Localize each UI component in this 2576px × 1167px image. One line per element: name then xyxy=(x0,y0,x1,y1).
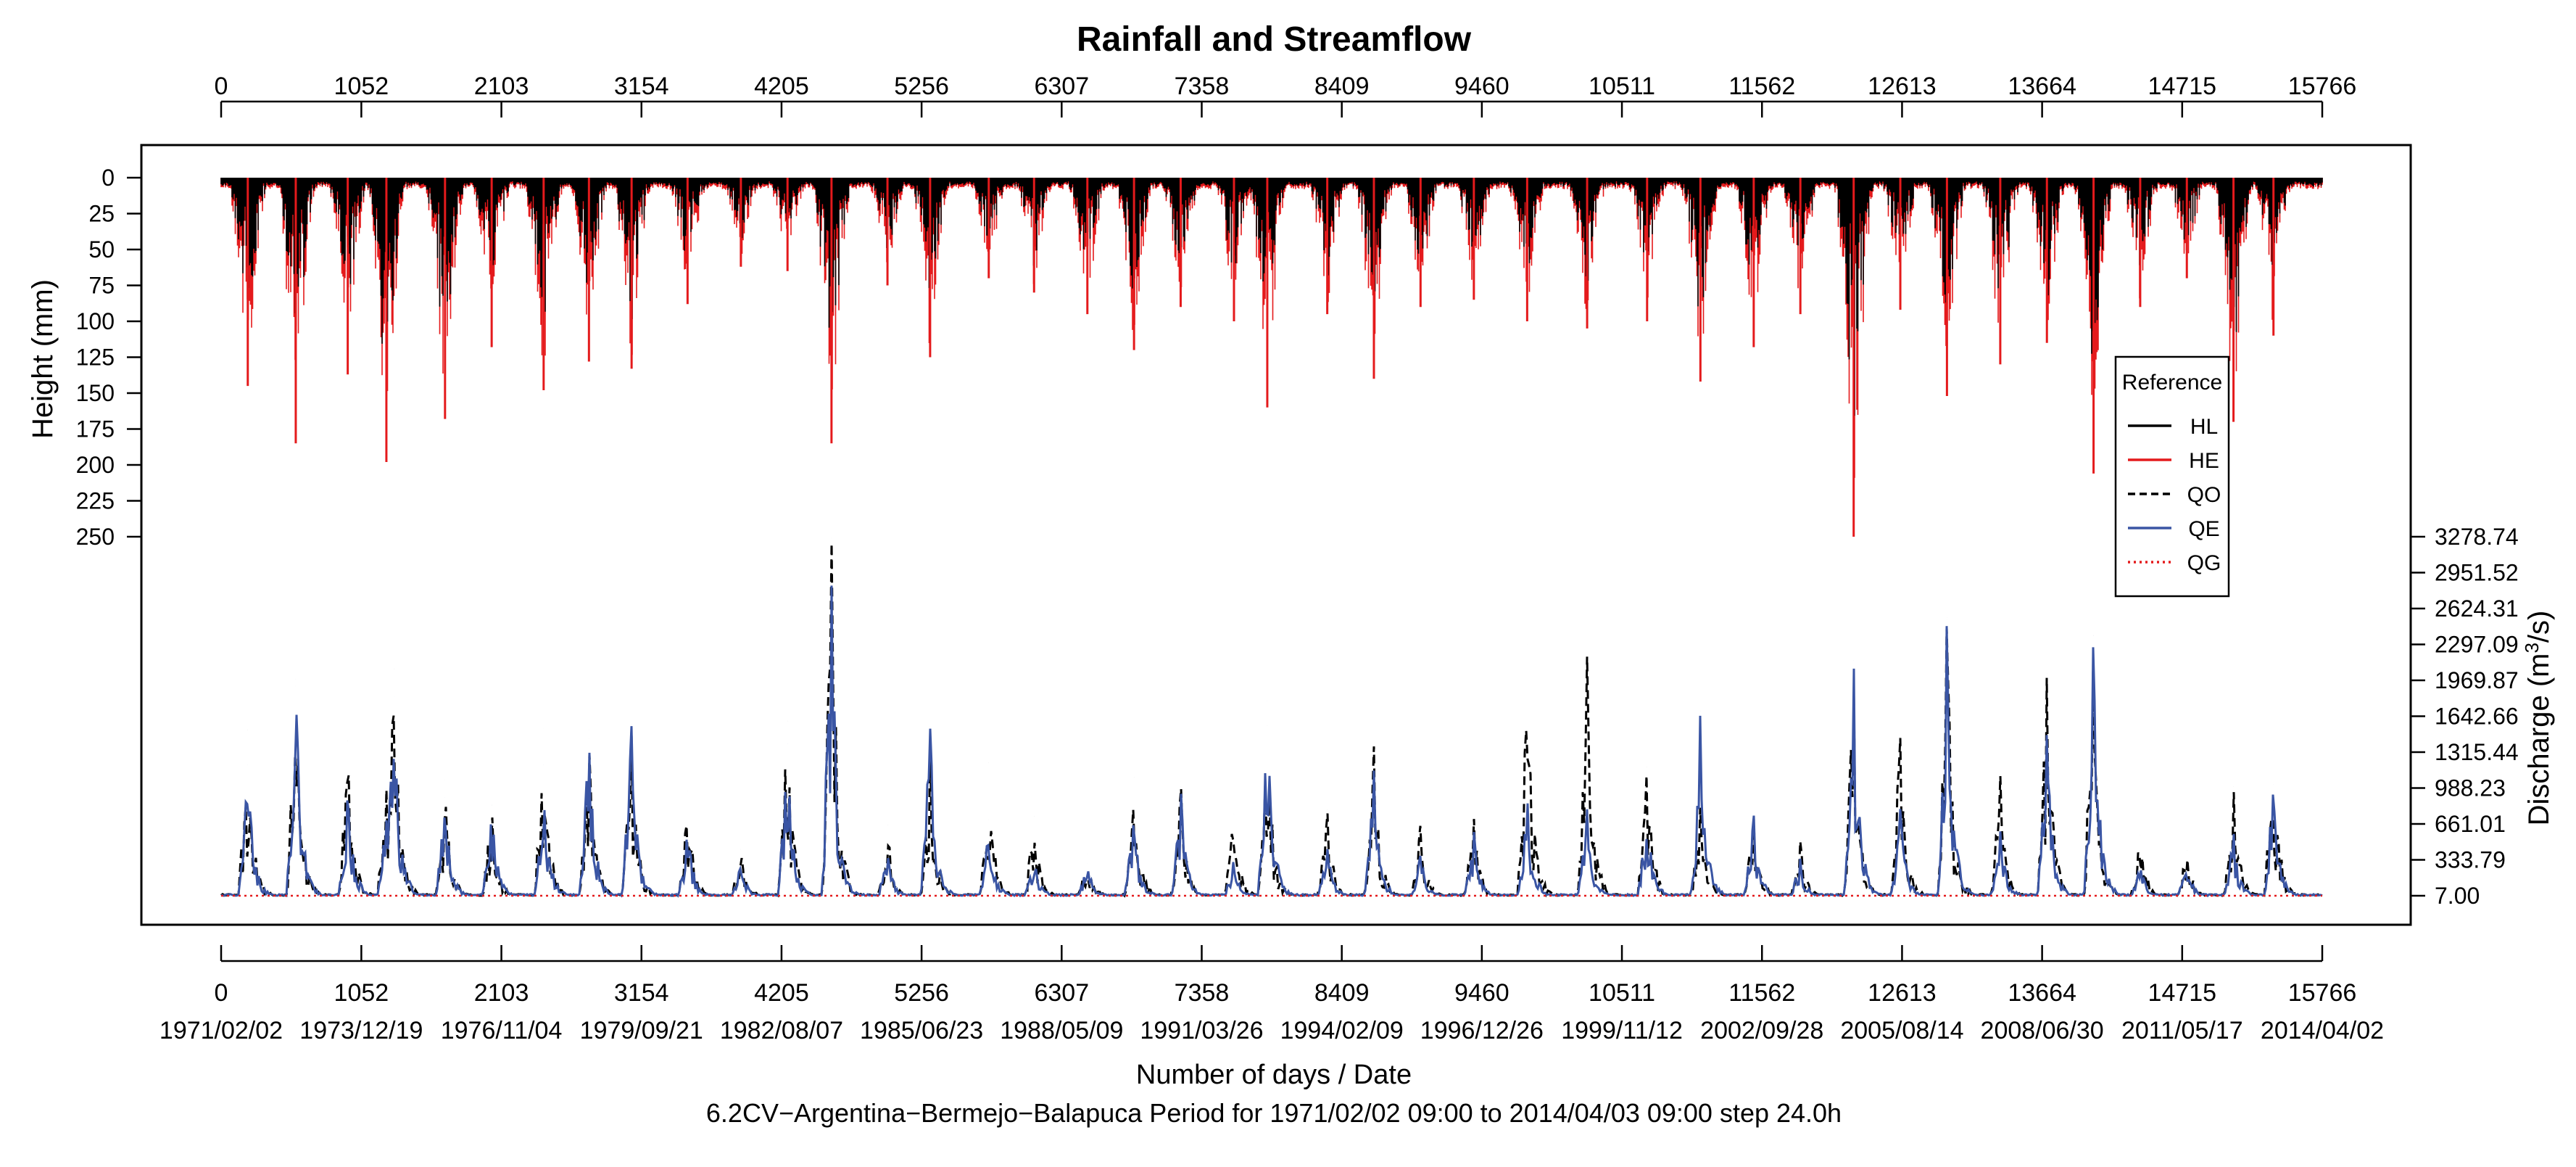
discharge-tick-label: 2297.09 xyxy=(2435,632,2519,658)
height-axis-label: Height (mm) xyxy=(27,279,59,439)
bottom-x-tick-label: 9460 xyxy=(1454,979,1509,1007)
date-tick-label: 1985/06/23 xyxy=(860,1017,983,1044)
bottom-x-tick-label: 14715 xyxy=(2148,979,2217,1007)
date-tick-label: 1999/11/12 xyxy=(1561,1017,1683,1044)
discharge-axis-label: Discharge (m3/s) xyxy=(2521,611,2555,826)
bottom-x-tick-label: 3154 xyxy=(614,979,669,1007)
bottom-x-tick-label: 1052 xyxy=(334,979,389,1007)
height-tick-label: 75 xyxy=(88,273,115,299)
legend-title: Reference xyxy=(2122,371,2222,395)
bottom-x-tick-label: 13664 xyxy=(2008,979,2076,1007)
height-tick-label: 175 xyxy=(76,416,115,442)
height-tick-label: 200 xyxy=(76,452,115,478)
discharge-tick-label: 7.00 xyxy=(2435,883,2480,909)
date-tick-label: 2002/09/28 xyxy=(1700,1017,1823,1044)
bottom-x-tick-label: 5256 xyxy=(894,979,949,1007)
date-tick-label: 1979/09/21 xyxy=(580,1017,703,1044)
rainfall-bars xyxy=(220,178,2323,537)
top-x-tick-label: 10511 xyxy=(1589,73,1655,100)
bottom-x-tick-label: 15766 xyxy=(2288,979,2357,1007)
date-tick-label: 1996/12/26 xyxy=(1420,1017,1544,1044)
legend-entries: HL HE QO QE QG xyxy=(2128,415,2221,575)
height-tick-label: 125 xyxy=(76,345,115,371)
discharge-tick-label: 661.01 xyxy=(2435,811,2506,837)
height-tick-label: 25 xyxy=(88,201,115,227)
chart-subtitle: 6.2CV−Argentina−Bermejo−Balapuca Period … xyxy=(706,1098,1842,1128)
bottom-x-tick-label: 0 xyxy=(215,979,228,1007)
date-tick-label: 1976/11/04 xyxy=(441,1017,563,1044)
top-x-tick-label: 15766 xyxy=(2288,73,2357,100)
height-tick-label: 0 xyxy=(102,165,115,191)
discharge-tick-label: 1969.87 xyxy=(2435,667,2519,693)
date-tick-label: 2008/06/30 xyxy=(1981,1017,2104,1044)
top-x-tick-label: 12613 xyxy=(1868,73,1937,100)
date-tick-label: 1994/02/09 xyxy=(1280,1017,1404,1044)
date-tick-label: 2005/08/14 xyxy=(1840,1017,1963,1044)
discharge-tick-label: 1642.66 xyxy=(2435,704,2519,730)
bottom-x-tick-label: 11562 xyxy=(1728,979,1795,1007)
date-tick-label: 2014/04/02 xyxy=(2261,1017,2384,1044)
top-x-tick-label: 7358 xyxy=(1175,73,1230,100)
height-tick-label: 150 xyxy=(76,380,115,406)
discharge-tick-label: 1315.44 xyxy=(2435,739,2519,765)
top-x-tick-label: 6307 xyxy=(1034,73,1089,100)
legend: Reference HL HE QO QE QG xyxy=(2114,355,2230,598)
legend-label-qg: QG xyxy=(2187,551,2221,575)
top-x-tick-label: 4205 xyxy=(754,73,809,100)
bottom-x-tick-label: 6307 xyxy=(1034,979,1089,1007)
top-x-tick-label: 8409 xyxy=(1314,73,1370,100)
date-tick-label: 1971/02/02 xyxy=(160,1017,283,1044)
top-x-tick-label: 9460 xyxy=(1454,73,1509,100)
height-tick-label: 50 xyxy=(88,236,115,263)
top-x-tick-label: 1052 xyxy=(334,73,389,100)
top-x-tick-label: 0 xyxy=(215,73,228,100)
legend-box xyxy=(2114,355,2230,598)
top-x-axis: 0 1052 2103 3154 4205 5256 6307 7358 8409 9460 105… xyxy=(215,73,2357,117)
date-tick-label: 1982/08/07 xyxy=(720,1017,843,1044)
top-x-tick-label: 13664 xyxy=(2008,73,2076,100)
bottom-x-tick-label: 4205 xyxy=(754,979,809,1007)
chart-title: Rainfall and Streamflow xyxy=(1077,20,1472,59)
discharge-tick-label: 2624.31 xyxy=(2435,595,2519,622)
bottom-x-tick-label: 10511 xyxy=(1589,979,1655,1007)
discharge-tick-label: 988.23 xyxy=(2435,775,2506,801)
date-tick-label: 1973/12/19 xyxy=(299,1017,423,1044)
date-tick-label: 2011/05/17 xyxy=(2121,1017,2243,1044)
x-axis-label: Number of days / Date xyxy=(1136,1060,1412,1090)
date-tick-label: 1988/05/09 xyxy=(1000,1017,1123,1044)
bottom-x-axis: 0 1971/02/02 1052 1973/12/19 2103 1976/11/04 3… xyxy=(160,945,2384,1044)
bottom-x-tick-label: 2103 xyxy=(474,979,529,1007)
discharge-tick-label: 333.79 xyxy=(2435,847,2506,873)
discharge-series xyxy=(220,537,2323,898)
top-x-tick-label: 5256 xyxy=(894,73,949,100)
top-x-tick-label: 14715 xyxy=(2148,73,2217,100)
legend-label-qo: QO xyxy=(2187,483,2221,507)
bottom-x-tick-label: 8409 xyxy=(1314,979,1370,1007)
height-tick-label: 250 xyxy=(76,524,115,550)
height-tick-label: 100 xyxy=(76,308,115,334)
bottom-x-tick-label: 7358 xyxy=(1175,979,1230,1007)
height-tick-label: 225 xyxy=(76,488,115,514)
discharge-axis: 3278.74 2951.52 2624.31 2297.09 1969.87 1642.… xyxy=(2409,524,2519,909)
height-axis: 0 25 50 75 100 125 150 175 200 225 250 xyxy=(76,165,143,550)
legend-label-qe: QE xyxy=(2188,517,2219,541)
legend-label-he: HE xyxy=(2189,449,2219,473)
discharge-tick-label: 2951.52 xyxy=(2435,560,2519,586)
top-x-tick-label: 11562 xyxy=(1728,73,1795,100)
top-x-tick-label: 2103 xyxy=(474,73,529,100)
discharge-tick-label: 3278.74 xyxy=(2435,524,2519,550)
legend-label-hl: HL xyxy=(2190,415,2218,439)
top-x-tick-label: 3154 xyxy=(614,73,669,100)
bottom-x-tick-label: 12613 xyxy=(1868,979,1937,1007)
date-tick-label: 1991/03/26 xyxy=(1140,1017,1263,1044)
